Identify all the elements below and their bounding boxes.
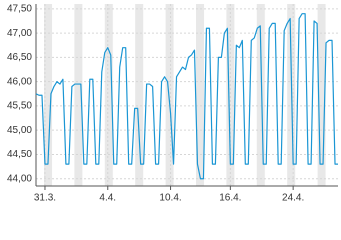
chart: 44,00 44,50 45,00 45,50 46,00 46,50 47,00 47,50… [7,3,338,204]
x-tick-label: 10.4. [159,193,181,204]
y-tick-label: 47,00 [7,28,32,39]
y-tick-label: 45,00 [7,125,32,136]
x-tick-label: 16.4. [219,193,241,204]
x-tick-label: 31.3. [34,193,56,204]
price-line [35,13,338,180]
y-tick-label: 46,50 [7,52,32,63]
y-tick-label: 45,50 [7,101,32,112]
weekend-bands [36,4,338,186]
x-tick-label: 4.4. [99,193,116,204]
y-tick-label: 47,50 [7,3,32,14]
y-tick-label: 46,00 [7,76,32,87]
x-tick-label: 24.4. [282,193,304,204]
y-tick-label: 44,50 [7,149,32,160]
y-tick-label: 44,00 [7,173,32,184]
